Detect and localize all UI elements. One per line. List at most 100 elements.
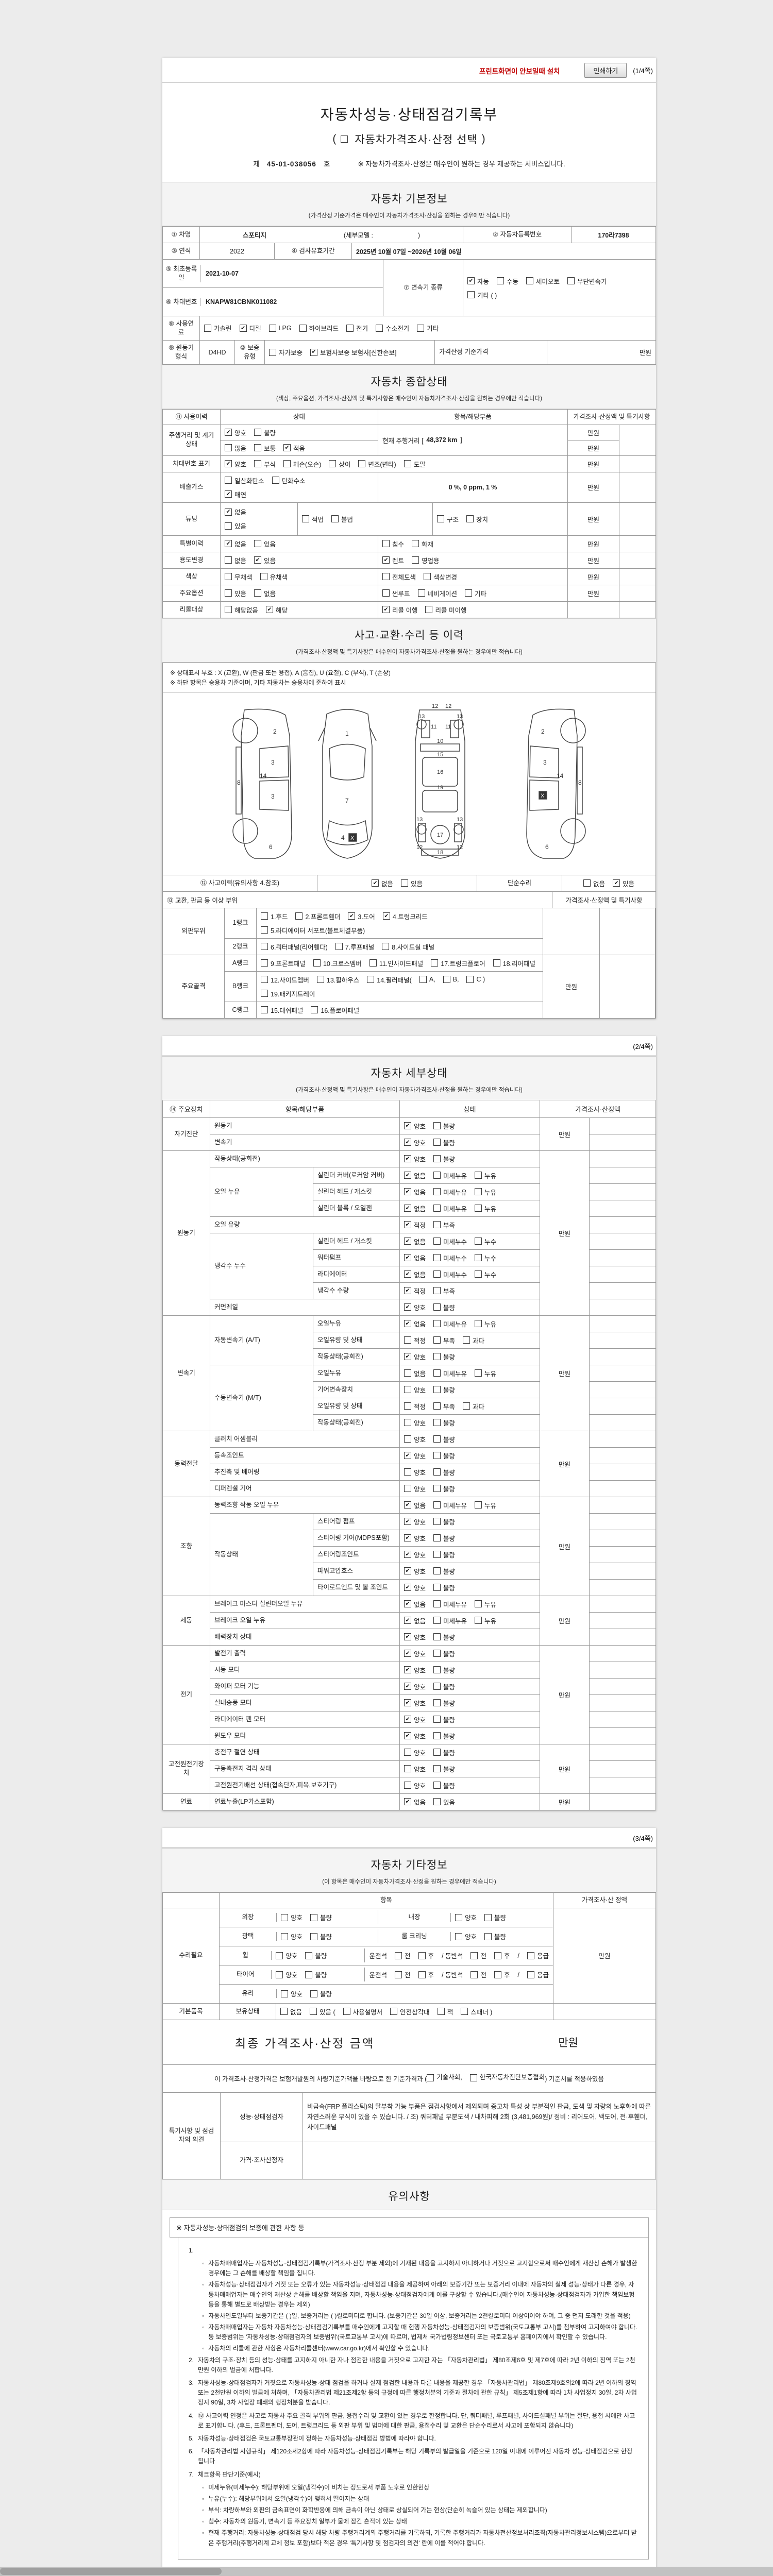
checkbox-option[interactable]: 불량 (433, 1138, 455, 1147)
checkbox-option[interactable]: 불량 (433, 1731, 455, 1741)
checkbox-option[interactable]: 없음 (404, 1171, 426, 1180)
checkbox-option[interactable]: 누유 (475, 1187, 496, 1197)
checkbox-option[interactable]: 12.사이드멤버 (261, 975, 309, 985)
checkbox-option[interactable]: 미세누유 (433, 1171, 467, 1180)
checkbox-option[interactable]: 불량 (433, 1649, 455, 1658)
checkbox-option[interactable]: 1.후드 (261, 911, 288, 921)
checkbox-option[interactable]: 양호 (276, 1951, 297, 1960)
scrollbar-thumb[interactable] (0, 2568, 222, 2575)
checkbox-option[interactable]: 불량 (433, 1566, 455, 1576)
checkbox-option[interactable]: 불량 (433, 1698, 455, 1708)
checkbox-option[interactable]: 양호 (404, 1434, 426, 1444)
checkbox-option[interactable]: 없음 (254, 588, 276, 598)
checkbox-option[interactable]: 누유 (475, 1319, 496, 1329)
checkbox-option[interactable]: 양호 (404, 1517, 426, 1527)
checkbox-option[interactable]: 전 (470, 1970, 486, 1979)
checkbox-option[interactable]: 8.사이드실 패널 (382, 942, 434, 952)
checkbox-option[interactable]: 있음 ( (310, 2007, 335, 2016)
checkbox-option[interactable]: 적정 (404, 1335, 426, 1345)
checkbox-option[interactable]: 수동 (497, 276, 518, 286)
checkbox-option[interactable]: 후 (418, 1951, 434, 1960)
checkbox-option[interactable]: 화재 (412, 539, 433, 549)
checkbox-option[interactable]: 13.휠하우스 (316, 975, 359, 985)
checkbox-option[interactable]: 과다 (463, 1401, 484, 1411)
checkbox-option[interactable]: 불량 (310, 1912, 332, 1922)
checkbox-option[interactable]: 양호 (404, 1715, 426, 1724)
checkbox-option[interactable]: 썬루프 (382, 588, 410, 598)
checkbox-option[interactable]: 불량 (433, 1154, 455, 1164)
checkbox-option[interactable]: 기타 ( ) (467, 290, 497, 300)
checkbox-option[interactable]: 과다 (463, 1335, 484, 1345)
checkbox-option[interactable]: 불량 (433, 1583, 455, 1592)
checkbox-option[interactable]: 7.루프패널 (335, 942, 374, 952)
checkbox-option[interactable]: 미세누유 (433, 1319, 467, 1329)
checkbox-option[interactable]: 양호 (404, 1781, 426, 1790)
checkbox-option[interactable]: 스패너 ) (461, 2007, 492, 2016)
checkbox-option[interactable]: 19.패키지트레이 (261, 989, 315, 998)
checkbox-option[interactable]: 네비게이션 (417, 588, 457, 598)
checkbox-option[interactable]: 전체도색 (382, 572, 416, 582)
checkbox-option[interactable]: 불량 (433, 1715, 455, 1724)
checkbox-option[interactable]: 18.리어패널 (493, 958, 535, 968)
checkbox-option[interactable]: 없음 (404, 1500, 426, 1510)
checkbox-option[interactable]: 불법 (331, 514, 353, 524)
checkbox-option[interactable]: 양호 (404, 1533, 426, 1543)
checkbox-option[interactable]: B, (443, 976, 459, 984)
checkbox-option[interactable]: 불량 (433, 1121, 455, 1131)
checkbox-option[interactable]: 리콜 미이행 (425, 605, 466, 615)
checkbox-option[interactable]: 불량 (433, 1434, 455, 1444)
checkbox-option[interactable]: 양호 (276, 1970, 297, 1979)
checkbox-option[interactable]: 양호 (404, 1665, 426, 1675)
checkbox-option[interactable]: 하이브리드 (299, 323, 339, 333)
checkbox-option[interactable]: 자가보증 (269, 347, 303, 357)
checkbox-option[interactable]: 적법 (302, 514, 324, 524)
checkbox-option[interactable]: 잭 (437, 2007, 453, 2016)
checkbox-option[interactable]: 불량 (433, 1781, 455, 1790)
checkbox-option[interactable]: 기타 (465, 588, 486, 598)
checkbox-option[interactable]: 세미오토 (526, 276, 560, 286)
checkbox-option[interactable]: 없음 (404, 1204, 426, 1213)
checkbox-option[interactable]: 불량 (433, 1748, 455, 1757)
checkbox-option[interactable]: 양호 (404, 1302, 426, 1312)
checkbox-option[interactable]: 없음 (404, 1368, 426, 1378)
checkbox-option[interactable]: 누수 (475, 1253, 496, 1263)
checkbox-option[interactable]: 없음 (225, 539, 246, 549)
checkbox-option[interactable]: 변조(변타) (358, 459, 396, 469)
checkbox-option[interactable]: 적정 (404, 1286, 426, 1296)
checkbox-option[interactable]: 불량 (310, 1931, 332, 1941)
checkbox-option[interactable]: 누유 (475, 1500, 496, 1510)
checkbox-option[interactable]: 누유 (475, 1204, 496, 1213)
checkbox-option[interactable]: 불량 (433, 1484, 455, 1494)
checkbox-option[interactable]: 4.트렁크리드 (382, 911, 428, 921)
checkbox-option[interactable]: 수소전기 (376, 323, 409, 333)
checkbox-option[interactable]: 불량 (433, 1302, 455, 1312)
checkbox-option[interactable]: 누수 (475, 1236, 496, 1246)
checkbox-option[interactable]: 양호 (404, 1566, 426, 1576)
checkbox-option[interactable]: 무단변속기 (567, 276, 607, 286)
checkbox-option[interactable]: 양호 (404, 1698, 426, 1708)
checkbox-option[interactable]: 해당없음 (225, 605, 258, 615)
checkbox-option[interactable]: 누수 (475, 1269, 496, 1279)
checkbox-option[interactable]: 양호 (404, 1418, 426, 1428)
checkbox-option[interactable]: 양호 (404, 1649, 426, 1658)
checkbox-option[interactable]: 있음 (225, 521, 246, 531)
checkbox-option[interactable]: 유채색 (260, 572, 288, 582)
checkbox-option[interactable]: 불량 (433, 1550, 455, 1560)
checkbox-option[interactable]: 양호 (404, 1748, 426, 1757)
checkbox-option[interactable]: 무채색 (225, 572, 253, 582)
checkbox-option[interactable]: 있음 (433, 1797, 455, 1807)
checkbox-option[interactable]: 불량 (433, 1385, 455, 1395)
checkbox-option[interactable]: 양호 (404, 1550, 426, 1560)
checkbox-option[interactable]: 미세누유 (433, 1204, 467, 1213)
checkbox-option[interactable]: 적정 (404, 1220, 426, 1230)
checkbox-option[interactable]: 없음 (404, 1269, 426, 1279)
checkbox-option[interactable]: 있음 (225, 588, 246, 598)
checkbox-option[interactable]: 없음 (371, 878, 393, 888)
checkbox-option[interactable]: 14.필러패널( (367, 975, 412, 985)
checkbox-option[interactable]: 양호 (404, 1154, 426, 1164)
checkbox-option[interactable]: 기타 (417, 323, 439, 333)
checkbox-option[interactable]: 없음 (404, 1236, 426, 1246)
checkbox-option[interactable]: 양호 (404, 1451, 426, 1461)
checkbox-option[interactable]: 16.플로어패널 (311, 1005, 359, 1015)
checkbox-option[interactable]: 불량 (433, 1517, 455, 1527)
